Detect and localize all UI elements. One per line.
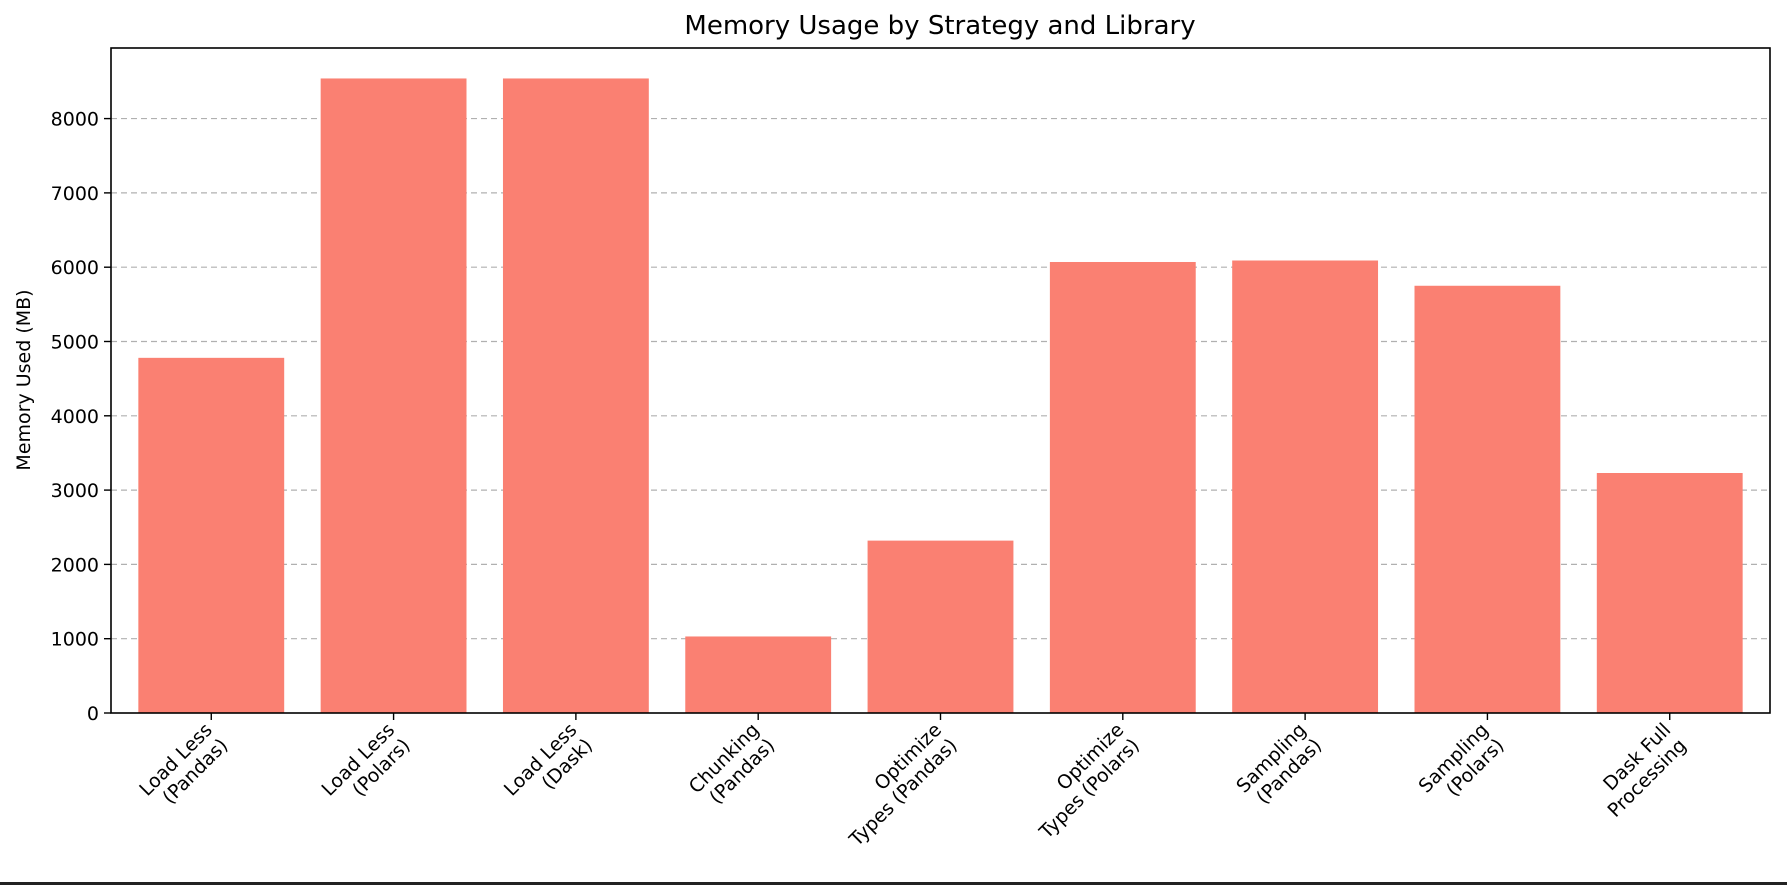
bars <box>138 78 1743 713</box>
y-tick-label: 7000 <box>51 183 99 205</box>
plot-frame <box>110 47 1771 714</box>
bar-3 <box>685 636 832 713</box>
x-tick-label: Sampling(Polars) <box>1415 719 1509 813</box>
x-axis-ticks: Load Less(Pandas) Load Less(Polars) Load L… <box>135 713 1691 851</box>
x-tick-label: OptimizeTypes (Polars) <box>1019 719 1144 844</box>
bar-7 <box>1414 285 1561 713</box>
y-tick-label: 2000 <box>51 554 99 576</box>
bar-1 <box>320 78 467 713</box>
y-tick-label: 6000 <box>51 257 99 279</box>
x-tick-label: Load Less(Dask) <box>500 719 597 816</box>
window-bottom-border <box>0 882 1787 885</box>
bar-5 <box>1049 261 1196 713</box>
x-tick-label: Load Less(Pandas) <box>135 719 232 816</box>
chart-title: Memory Usage by Strategy and Library <box>684 11 1195 41</box>
y-tick-label: 0 <box>87 703 99 725</box>
bar-0 <box>138 357 285 713</box>
y-tick-label: 1000 <box>51 629 99 651</box>
y-tick-label: 5000 <box>51 331 99 353</box>
y-tick-label: 4000 <box>51 406 99 428</box>
y-axis-ticks: 0 1000 2000 3000 4000 5000 6000 7000 8000 <box>51 109 111 725</box>
y-tick-label: 3000 <box>51 480 99 502</box>
bar-4 <box>867 540 1014 713</box>
x-tick-label: Load Less(Polars) <box>318 719 415 816</box>
bar-6 <box>1232 260 1379 713</box>
bar-8 <box>1596 473 1743 713</box>
bar-2 <box>502 78 649 713</box>
y-tick-label: 8000 <box>51 109 99 131</box>
x-tick-label: Sampling(Pandas) <box>1232 719 1326 813</box>
x-tick-label: OptimizeTypes (Pandas) <box>829 719 961 851</box>
y-axis-label: Memory Used (MB) <box>13 289 35 470</box>
x-tick-label: Dask FullProcessing <box>1588 719 1691 822</box>
x-tick-label: Chunking(Pandas) <box>685 719 780 814</box>
